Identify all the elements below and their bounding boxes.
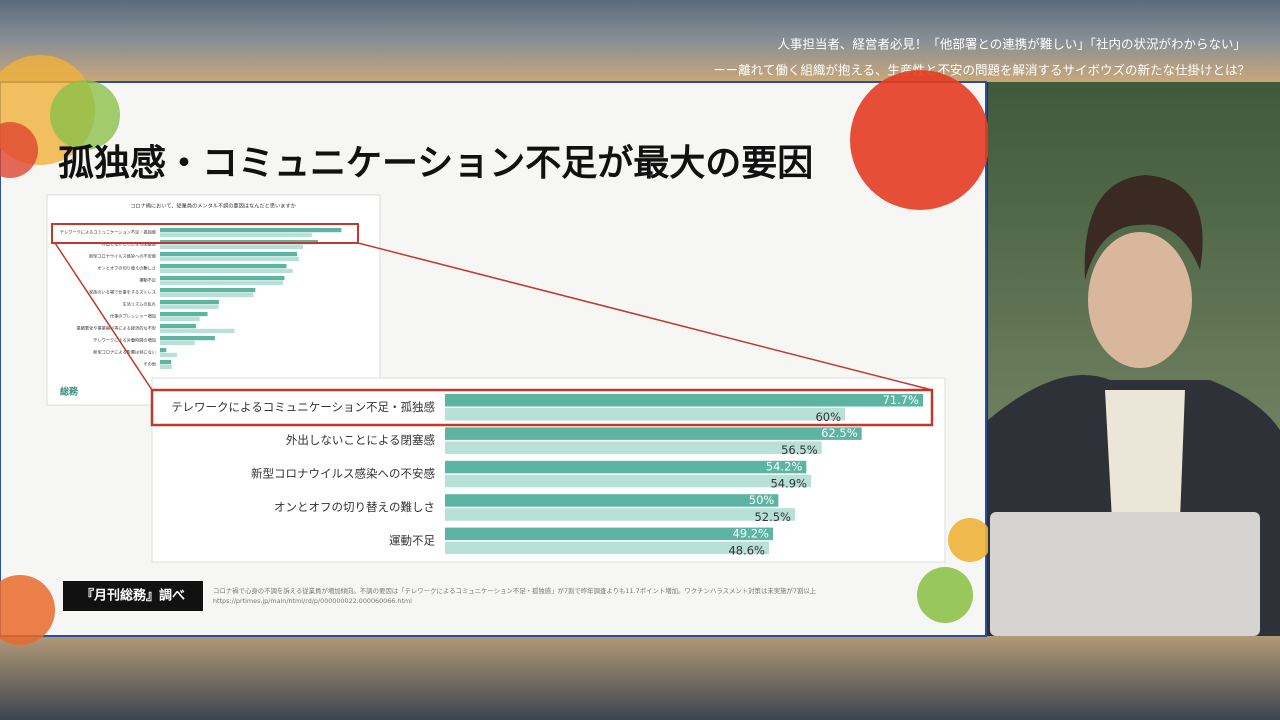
bar (160, 360, 172, 365)
category-label: オンとオフの切り替えの難しさ (97, 265, 156, 272)
decoration (850, 70, 990, 210)
bar (160, 252, 298, 257)
source-badge-text: 『月刊総務』調べ (81, 588, 185, 604)
decoration (917, 567, 973, 623)
bar (160, 228, 342, 233)
bar (445, 408, 845, 421)
person-face (1088, 232, 1192, 368)
bar (160, 340, 195, 345)
header-line: ーー離れて働く組織が抱える、生産性と不安の問題を解消するサイボウズの新たな仕掛け… (713, 63, 1250, 78)
bar (160, 312, 208, 317)
decoration (50, 80, 120, 150)
bar (445, 394, 923, 407)
person-shirt (1105, 390, 1185, 520)
laptop (990, 512, 1260, 636)
bar (445, 541, 769, 555)
bar (445, 527, 773, 541)
note: コロナ禍で心身の不調を訴える従業員が増加傾向。不調の要因は「テレワークによるコミ… (213, 586, 817, 595)
category-label: その他 (143, 361, 156, 368)
bar (160, 348, 167, 353)
zoom-line (54, 242, 153, 391)
bar (160, 316, 200, 321)
bar (445, 508, 795, 521)
value-label: 60% (815, 410, 841, 424)
category-label: 新型コロナウイルス感染への不安感 (89, 253, 156, 260)
highlight-box (51, 223, 359, 244)
bar (160, 336, 215, 341)
person-hair (1084, 175, 1203, 280)
category-label: 運動不足 (389, 533, 435, 547)
category-label: 生活リズムの乱れ (122, 301, 156, 308)
bar (160, 264, 287, 269)
value-label: 49.2% (732, 526, 769, 540)
bar (160, 256, 299, 261)
value-label: 56.5% (781, 443, 818, 457)
logo: 総務 (60, 386, 79, 398)
decoration (948, 518, 992, 562)
slide-title: 孤独感・コミュニケーション不足が最大の要因 (58, 143, 813, 184)
bar (160, 300, 219, 305)
category-label: テレワークによる労働時間の増加 (93, 337, 156, 344)
bar (160, 288, 256, 293)
category-label: オンとオフの切り替えの難しさ (274, 500, 435, 514)
source-badge (63, 581, 203, 611)
category-label: テレワークによるコミュニケーション不足・孤独感 (60, 229, 156, 236)
category-label: テレワークによるコミュニケーション不足・孤独感 (171, 400, 435, 414)
decoration (0, 575, 55, 645)
background-top (0, 0, 1280, 82)
bar (445, 427, 862, 440)
category-label: 仕事のプレッシャー増加 (110, 313, 156, 320)
category-label: 家族のいる場で仕事をするストレス (89, 289, 156, 296)
category-label: 新型コロナウイルス感染への不安感 (251, 467, 435, 481)
category-label: 運動不足 (139, 277, 157, 284)
zoom-line (357, 242, 933, 391)
header-line: 人事担当者、経営者必見！「他部署との連携が難しい」「社内の状況がわからない」 (777, 37, 1246, 52)
value-label: 50% (749, 493, 775, 507)
value-label: 54.9% (770, 477, 807, 491)
bar (445, 441, 822, 454)
value-label: 62.5% (821, 426, 858, 440)
bar (160, 268, 293, 273)
bar (160, 280, 283, 285)
bar (160, 232, 312, 237)
bar (160, 328, 235, 333)
bar (160, 244, 303, 249)
bar (445, 460, 807, 474)
category-label: 外出しないことによる閉塞感 (286, 433, 435, 447)
bar (160, 352, 177, 357)
bar (160, 292, 254, 297)
chart-title: コロナ禍において、従業員のメンタル不調の要因はなんだと思いますか (130, 202, 296, 210)
value-label: 52.5% (754, 510, 791, 524)
bar (160, 324, 196, 329)
value-label: 54.2% (766, 460, 803, 474)
background-bottom (0, 636, 1280, 720)
url: https://prtimes.jp/main/html/rd/p/000000… (213, 597, 412, 605)
bar (445, 494, 779, 507)
bar (160, 304, 219, 309)
value-label: 71.7% (882, 393, 919, 407)
category-label: 業績悪化や事業縮小等による経済的な不安 (77, 325, 156, 332)
decoration (0, 122, 38, 178)
value-label: 48.6% (728, 543, 765, 557)
bar (160, 276, 285, 281)
bar (445, 474, 811, 488)
highlight-box (150, 388, 934, 427)
bar (160, 364, 172, 369)
category-label: 新型コロナによる影響は特にない (93, 349, 156, 356)
